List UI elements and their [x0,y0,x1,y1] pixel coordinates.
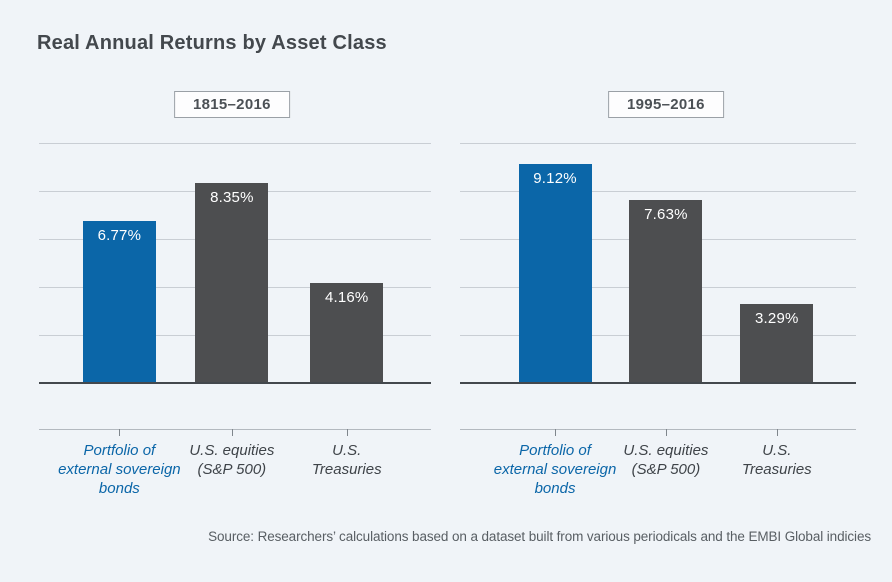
period-label: 1815–2016 [173,91,290,118]
zero-baseline [460,382,856,384]
category-label-line: external sovereign [58,461,181,478]
bar-portfolio-of-external-sovereign-bonds: 6.77% [82,220,156,383]
x-axis-line [39,429,431,430]
bar-portfolio-of-external-sovereign-bonds: 9.12% [518,164,592,383]
category-label: Portfolio of external sovereign bonds [34,441,204,498]
bar-value-label: 9.12% [533,170,577,188]
axis-tick [776,429,778,436]
gridline [460,191,856,192]
category-label-line: Treasuries [741,461,812,478]
gridline [460,143,856,144]
axis-tick [346,429,348,436]
category-label-line: Portfolio of [519,442,591,459]
bar-value-label: 4.16% [324,289,369,307]
axis-tick [231,429,233,436]
bar-u-s-equities-s-p-500: 8.35% [195,182,269,383]
category-label: U.S. Treasuries [262,441,432,479]
category-label-line: bonds [98,480,140,497]
category-label-line: external sovereign [493,461,617,478]
category-label-line: U.S. [762,442,792,459]
chart-panel-left: 1815–2016 6.77% 8.35% 4.16% Portfolio of exte… [39,0,431,582]
axis-tick [555,429,557,436]
bar-value-label: 7.63% [644,205,688,223]
category-label: U.S. equities (S&P 500) [147,441,317,479]
bar-u-s-treasuries: 3.29% [740,304,814,383]
axis-tick [119,429,121,436]
bar-u-s-treasuries: 4.16% [310,283,384,383]
period-label: 1995–2016 [608,91,724,118]
category-label: U.S. Treasuries [692,441,862,479]
bar-u-s-equities-s-p-500: 7.63% [629,199,703,383]
category-label-line: Treasuries [311,461,382,478]
category-label-line: (S&P 500) [631,461,701,478]
category-label-line: U.S. equities [189,442,275,459]
category-label-line: bonds [534,480,576,497]
bar-value-label: 6.77% [97,226,142,244]
category-label-line: U.S. [332,442,362,459]
category-label: Portfolio of external sovereign bonds [470,441,640,498]
bar-value-label: 8.35% [210,188,254,206]
zero-baseline [39,382,431,384]
page-title: Real Annual Returns by Asset Class [37,32,387,54]
gridline [39,143,431,144]
category-label: U.S. equities (S&P 500) [581,441,751,479]
bar-value-label: 3.29% [755,310,799,328]
source-note: Source: Researchers’ calculations based … [208,529,871,544]
chart-panel-right: 1995–2016 9.12% 7.63% 3.29% Portfolio of exte… [460,0,856,582]
category-label-line: (S&P 500) [197,461,267,478]
category-label-line: Portfolio of [83,442,156,459]
x-axis-line [460,429,856,430]
category-label-line: U.S. equities [623,442,709,459]
axis-tick [665,429,667,436]
